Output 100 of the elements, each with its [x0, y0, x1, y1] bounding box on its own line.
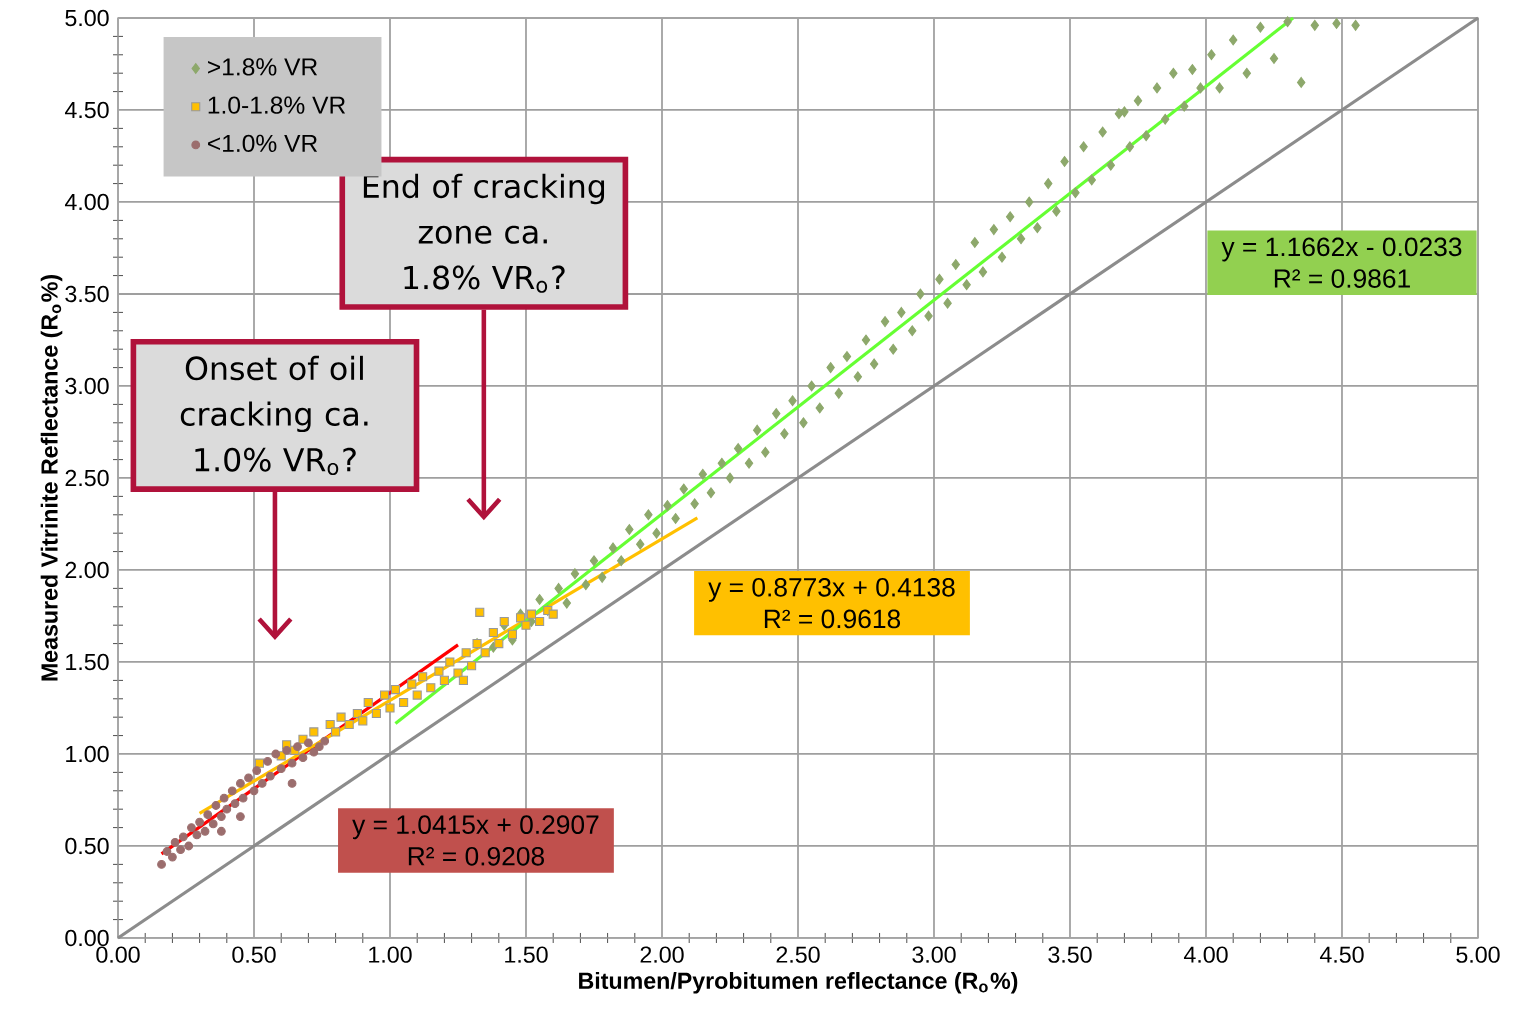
point: [238, 793, 248, 803]
point: [236, 779, 245, 788]
point: [287, 779, 297, 788]
legend-label: 1.0-1.8% VR: [208, 96, 346, 114]
point: [467, 661, 477, 671]
x-tick-label: 3.50: [1048, 946, 1092, 963]
point: [265, 771, 275, 781]
point: [203, 810, 213, 820]
point: [344, 719, 354, 730]
point: [314, 742, 324, 752]
point: [263, 756, 272, 766]
x-tick-label: 2.00: [640, 946, 684, 963]
point: [461, 648, 471, 658]
point: [499, 616, 509, 627]
x-tick-label: 3.00: [912, 946, 956, 963]
annotation: Onset of oil cracking ca. 1.0% VR$_{o}$?: [180, 355, 368, 476]
point: [244, 773, 253, 783]
x-tick-label: 4.50: [1319, 946, 1364, 963]
y-tick-label: 4.00: [64, 193, 109, 211]
point: [309, 747, 319, 757]
point: [426, 683, 436, 693]
y-tick-label: 0.50: [65, 837, 109, 855]
point: [439, 675, 449, 685]
point: [282, 745, 292, 755]
point: [254, 758, 265, 768]
annotation: R² = 0.9861: [1274, 269, 1410, 288]
point: [475, 607, 485, 617]
legend-label: >1.8% VR: [208, 58, 318, 76]
point: [385, 703, 395, 713]
point: [257, 779, 267, 788]
point: [445, 657, 455, 667]
point: [168, 852, 177, 862]
point: [418, 672, 428, 682]
point: [304, 738, 313, 748]
point: [252, 766, 262, 775]
point: [236, 812, 245, 821]
point: [480, 648, 490, 658]
y-tick-label: 5.00: [65, 9, 109, 27]
y-axis-title: Measured Vitrinite Reflectance (R$_{o}$%): [40, 275, 63, 681]
x-tick-label: 0.50: [232, 946, 276, 963]
annotation: R² = 0.9208: [408, 846, 544, 866]
point: [535, 616, 545, 627]
annotation: y = 1.0415x + 0.2907: [352, 815, 599, 840]
point: [216, 812, 226, 821]
point: [184, 841, 194, 851]
y-tick-label: 3.50: [65, 285, 109, 303]
point: [399, 697, 409, 708]
point: [230, 799, 240, 809]
point: [192, 830, 202, 840]
x-tick-label: 1.00: [369, 946, 412, 963]
point: [211, 801, 221, 810]
point: [187, 823, 196, 832]
point: [363, 697, 373, 708]
point: [453, 668, 463, 678]
y-tick-label: 0.00: [65, 929, 109, 947]
point: [249, 786, 259, 796]
point: [331, 727, 341, 737]
x-tick-label: 5.00: [1456, 946, 1500, 963]
point: [298, 753, 308, 763]
x-axis-title: Bitumen/Pyrobitumen reflectance (R$_{o}$%): [579, 971, 1018, 994]
point: [379, 690, 390, 700]
point: [208, 819, 218, 829]
point: [216, 826, 226, 836]
y-tick-label: 1.50: [66, 653, 109, 671]
annotation: y = 0.8773x + 0.4138: [708, 577, 955, 602]
point: [276, 764, 286, 774]
point: [271, 749, 281, 759]
annotation: y = 1.1662x - 0.0233: [1221, 237, 1462, 262]
x-tick-label: 1.50: [505, 946, 548, 963]
point: [178, 832, 188, 842]
point: [407, 679, 417, 689]
annotation: End of cracking zone ca. 1.8% VR$_{o}$?: [363, 173, 605, 293]
y-tick-label: 3.00: [65, 377, 109, 395]
x-tick-label: 2.50: [776, 946, 820, 963]
point: [526, 609, 537, 619]
point: [371, 708, 381, 719]
point: [434, 666, 444, 676]
point: [195, 817, 204, 827]
point: [309, 727, 319, 737]
point: [200, 826, 210, 836]
point: [222, 804, 232, 814]
point: [548, 609, 558, 619]
point: [488, 627, 498, 638]
y-tick-label: 2.50: [65, 469, 109, 487]
x-tick-label: 4.00: [1183, 946, 1228, 963]
point: [157, 860, 166, 869]
annotation: R² = 0.9618: [764, 609, 901, 629]
y-tick-label: 1.00: [66, 745, 109, 763]
point: [170, 837, 180, 847]
point: [515, 613, 526, 623]
point: [325, 719, 335, 730]
legend-label: <1.0% VR: [208, 134, 318, 153]
point: [390, 685, 401, 695]
point: [412, 690, 422, 700]
y-tick-label: 2.00: [65, 561, 109, 579]
point: [219, 793, 229, 803]
point: [320, 736, 330, 746]
point: [162, 847, 172, 856]
point: [336, 712, 346, 722]
y-tick-label: 4.50: [64, 101, 109, 119]
